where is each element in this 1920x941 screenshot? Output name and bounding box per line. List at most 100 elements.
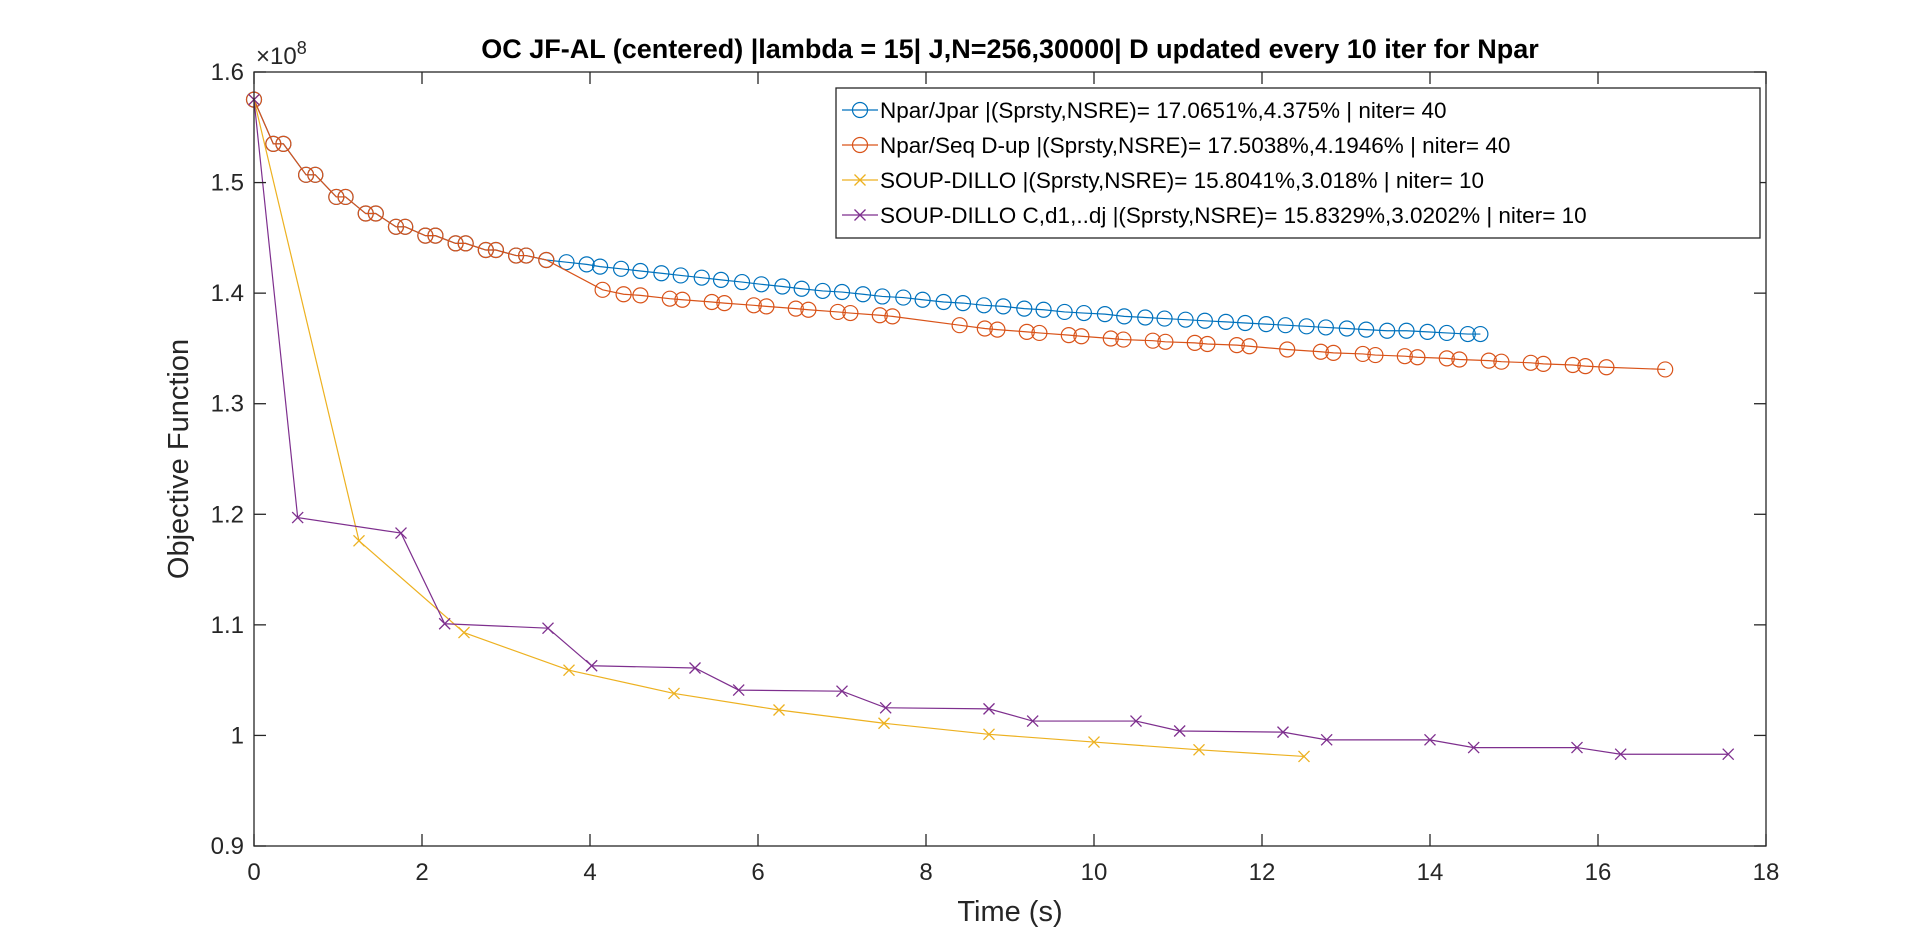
data-point (758, 298, 775, 315)
legend-label: Npar/Seq D-up |(Sprsty,NSRE)= 17.5038%,4… (880, 133, 1510, 158)
data-point (558, 254, 575, 271)
legend: Npar/Jpar |(Sprsty,NSRE)= 17.0651%,4.375… (835, 87, 1761, 239)
series-2 (245, 91, 1674, 378)
x-axis-label: Time (s) (957, 896, 1062, 928)
legend-marker (854, 209, 866, 221)
data-point (1277, 726, 1289, 739)
data-point (975, 297, 993, 314)
data-point (879, 701, 892, 714)
data-point (976, 320, 993, 337)
data-point (661, 290, 678, 307)
data-point (1199, 335, 1216, 353)
legend-entry-2: Npar/Seq D-up |(Sprsty,NSRE)= 17.5038%,4… (842, 133, 1510, 158)
data-point (668, 687, 680, 700)
data-point (632, 262, 649, 280)
y-axis-exponent: ×108 (256, 38, 307, 70)
data-point (477, 241, 494, 259)
chart-title: OC JF-AL (centered) |lambda = 15| J,N=25… (481, 34, 1539, 64)
data-point (447, 235, 464, 252)
data-point (1018, 323, 1035, 340)
data-point (275, 135, 292, 152)
data-point (874, 288, 891, 305)
data-point (1598, 359, 1615, 376)
data-point (935, 293, 952, 311)
data-point (297, 166, 315, 183)
data-point (842, 304, 859, 322)
data-point (1657, 361, 1674, 378)
data-point (1228, 337, 1245, 354)
data-point (563, 664, 575, 677)
data-point (1571, 741, 1583, 754)
axes: 0 2 4 6 8 10 12 14 16 18 0.9 1 1.1 1.2 1.3 1.4 1.5 1.6 (211, 59, 1780, 886)
data-point (774, 278, 791, 295)
data-point (387, 218, 405, 235)
data-point (1157, 333, 1174, 350)
data-point (1577, 358, 1594, 375)
data-point (1438, 324, 1455, 342)
data-point (1320, 733, 1333, 746)
data-point (1156, 310, 1173, 327)
data-point (291, 511, 304, 524)
x-tick-label: 6 (751, 859, 764, 886)
legend-label: Npar/Jpar |(Sprsty,NSRE)= 17.0651%,4.375… (880, 98, 1447, 123)
y-tick-label: 1.4 (211, 280, 244, 307)
data-point (518, 247, 535, 264)
x-tick-label: 2 (415, 859, 428, 886)
data-point (871, 307, 888, 324)
x-tick-label: 12 (1249, 859, 1276, 886)
data-point (1396, 348, 1413, 365)
series-group (245, 91, 1735, 763)
data-point (1298, 318, 1315, 335)
data-point (1186, 334, 1203, 351)
data-point (814, 282, 831, 300)
data-point (745, 297, 762, 314)
data-point (1115, 331, 1132, 348)
data-point (983, 728, 995, 741)
data-point (1177, 311, 1194, 328)
data-point (337, 188, 354, 206)
data-point (1367, 346, 1384, 364)
data-point (265, 135, 282, 152)
series-3 (248, 93, 1310, 763)
data-point (712, 271, 730, 288)
data-point (989, 321, 1006, 338)
data-point (417, 227, 434, 244)
x-tick-label: 0 (247, 859, 260, 886)
data-point (1451, 351, 1468, 368)
data-point (1026, 715, 1039, 728)
data-point (1338, 320, 1355, 337)
data-point (1459, 325, 1476, 343)
data-point (1522, 354, 1539, 371)
data-point (1564, 356, 1581, 374)
data-point (1102, 330, 1119, 347)
data-point (833, 283, 851, 301)
data-point (793, 280, 810, 297)
data-point (1217, 313, 1234, 330)
data-point (585, 659, 598, 672)
data-point (1424, 733, 1436, 746)
legend-entry-4: SOUP-DILLO C,d1,..dj |(Sprsty,NSRE)= 15.… (842, 203, 1587, 228)
data-point (995, 298, 1012, 315)
data-point (1144, 332, 1161, 349)
y-tick-label: 1 (231, 722, 244, 749)
data-point (612, 260, 630, 277)
data-point (615, 286, 632, 303)
data-point (773, 704, 785, 716)
data-point (1358, 321, 1375, 338)
data-point (1075, 304, 1093, 322)
data-point (542, 622, 554, 635)
legend-label: SOUP-DILLO |(Sprsty,NSRE)= 15.8041%,3.01… (880, 168, 1484, 193)
data-point (1035, 301, 1052, 318)
y-exponent-base: ×10 (256, 43, 297, 70)
data-point (693, 269, 710, 286)
data-point (1258, 316, 1275, 333)
x-tick-label: 4 (583, 859, 596, 886)
data-point (367, 205, 384, 222)
data-point (674, 291, 691, 308)
data-point (1317, 319, 1334, 336)
data-point (632, 287, 649, 304)
data-point (1031, 324, 1048, 342)
data-point (854, 286, 872, 303)
legend-marker (854, 174, 866, 186)
data-point (1130, 715, 1142, 728)
